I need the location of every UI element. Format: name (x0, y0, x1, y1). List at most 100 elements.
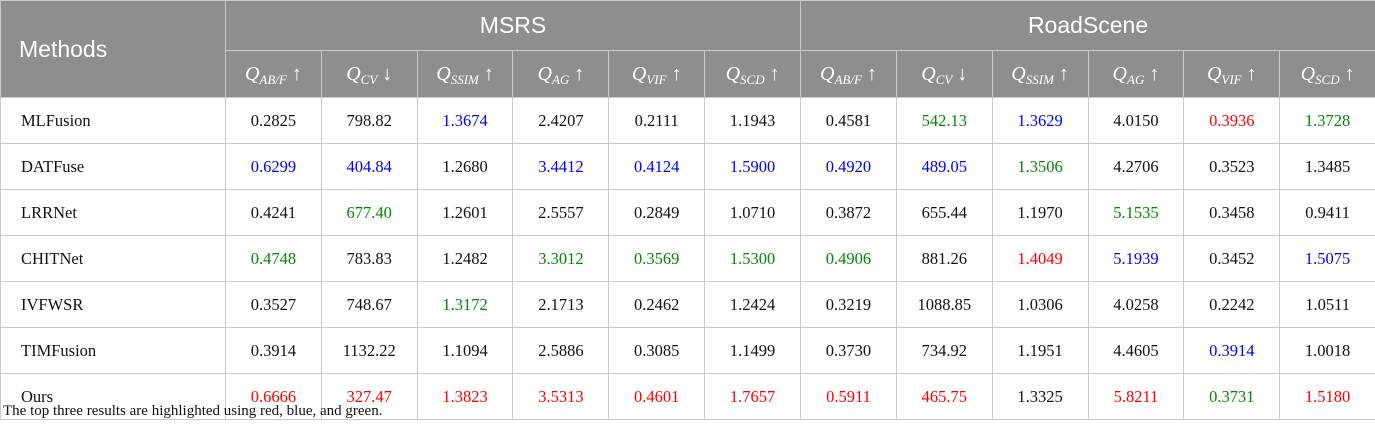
metric-direction-arrow: ↑ (291, 62, 302, 85)
value-cell: 0.6666 (225, 373, 322, 420)
value-text: 1.5180 (1304, 386, 1351, 406)
value-cell: 0.5911 (800, 373, 897, 420)
value-cell: 0.9411 (1279, 189, 1375, 236)
value-cell: 1088.85 (895, 281, 993, 328)
value-cell: 0.3914 (1183, 327, 1281, 374)
value-cell: 0.2849 (608, 189, 706, 236)
metric-direction-arrow: ↑ (769, 62, 780, 85)
value-cell: 1.3325 (991, 373, 1089, 420)
value-cell: 0.4601 (608, 373, 706, 420)
value-cell: 798.82 (320, 97, 418, 144)
group-header-msrs: MSRS (224, 0, 802, 51)
value-text: 0.3458 (1209, 202, 1255, 222)
value-cell: 1.2424 (704, 281, 802, 328)
method-name-cell: TIMFusion (0, 327, 226, 374)
value-text: 1.4049 (1017, 248, 1063, 268)
metric-direction-arrow: ↓ (382, 62, 393, 85)
value-cell: 0.4906 (800, 235, 897, 282)
value-cell: 404.84 (320, 143, 418, 190)
value-cell: 0.4920 (800, 143, 897, 190)
metric-symbol: Q (725, 62, 741, 85)
value-cell: 0.4241 (225, 189, 322, 236)
method-name-cell: IVFWSR (0, 281, 226, 328)
value-cell: 2.5557 (512, 189, 610, 236)
value-cell: 0.3458 (1183, 189, 1281, 236)
value-cell: 1.3728 (1279, 97, 1375, 144)
value-text: 0.3731 (1209, 386, 1255, 406)
value-cell: 1132.22 (320, 327, 418, 374)
metric-header: QAG ↑ (512, 50, 610, 98)
value-cell: 4.4605 (1087, 327, 1185, 374)
value-cell: 1.1970 (991, 189, 1089, 236)
value-text: 1.3485 (1304, 156, 1351, 176)
value-text: 5.1535 (1113, 202, 1159, 222)
value-text: 0.4581 (825, 110, 872, 130)
value-text: 1.2424 (729, 294, 776, 314)
metric-subscript: AB/F (834, 71, 862, 87)
value-cell: 1.5900 (704, 143, 802, 190)
value-cell: 734.92 (895, 327, 993, 374)
value-text: 489.05 (921, 156, 967, 176)
metric-header: QSCD ↑ (704, 50, 802, 98)
value-text: 0.3569 (634, 248, 680, 268)
value-text: 798.82 (346, 110, 392, 130)
value-text: 1.3506 (1017, 156, 1063, 176)
value-text: 2.5557 (538, 202, 584, 222)
value-text: 0.2825 (250, 110, 297, 130)
metric-symbol: Q (820, 62, 835, 85)
value-cell: 0.2242 (1183, 281, 1281, 328)
value-text: 0.4601 (634, 386, 680, 406)
value-cell: 1.3823 (416, 373, 514, 420)
method-name-cell: DATFuse (0, 143, 226, 190)
value-cell: 1.1951 (991, 327, 1089, 374)
value-cell: 1.3172 (416, 281, 514, 328)
value-text: 327.47 (346, 386, 392, 406)
value-cell: 542.13 (895, 97, 993, 144)
value-text: 5.1939 (1113, 248, 1159, 268)
metric-direction-arrow: ↑ (1149, 62, 1160, 85)
value-text: 1088.85 (917, 294, 972, 314)
table-footnote: The top three results are highlighted us… (3, 403, 383, 419)
value-text: 0.3730 (825, 340, 872, 360)
table-row: IVFWSR 0.3527 748.67 1.3172 2.1713 0.2462 1.24… (0, 281, 1375, 328)
value-text: 0.3872 (825, 202, 872, 222)
value-cell: 327.47 (320, 373, 418, 420)
table-row: LRRNet 0.4241 677.40 1.2601 2.5557 0.2849 1.07… (0, 189, 1375, 236)
value-cell: 1.2482 (416, 235, 514, 282)
table-body: MLFusion 0.2825 798.82 1.3674 2.4207 0.2111 1.… (0, 97, 1375, 420)
value-cell: 0.3731 (1183, 373, 1281, 420)
value-cell: 1.1943 (704, 97, 802, 144)
value-text: 542.13 (921, 110, 967, 130)
metric-header: QVIF ↑ (1183, 50, 1281, 98)
value-cell: 4.0258 (1087, 281, 1185, 328)
value-cell: 1.7657 (704, 373, 802, 420)
value-cell: 1.5180 (1279, 373, 1375, 420)
value-cell: 1.5300 (704, 235, 802, 282)
value-cell: 0.3523 (1183, 143, 1281, 190)
metric-subscript: CV (935, 71, 953, 87)
metric-symbol: Q (436, 62, 451, 85)
value-cell: 1.0018 (1279, 327, 1375, 374)
metric-subscript: VIF (1221, 71, 1242, 87)
value-text: 0.2849 (634, 202, 680, 222)
metric-direction-arrow: ↑ (1344, 62, 1355, 85)
value-text: 3.4412 (538, 156, 584, 176)
method-name-cell: CHITNet (0, 235, 226, 282)
value-cell: 1.1094 (416, 327, 514, 374)
metric-subscript: SCD (1315, 71, 1340, 87)
value-cell: 3.5313 (512, 373, 610, 420)
value-cell: 1.3485 (1279, 143, 1375, 190)
value-text: 2.5886 (538, 340, 584, 360)
value-text: 0.3914 (1209, 340, 1255, 360)
value-text: 1.0511 (1305, 294, 1350, 314)
value-text: 0.3219 (825, 294, 872, 314)
value-cell: 748.67 (320, 281, 418, 328)
metric-symbol: Q (346, 62, 361, 85)
value-text: 404.84 (346, 156, 392, 176)
table-row: TIMFusion 0.3914 1132.22 1.1094 2.5886 0.3085… (0, 327, 1375, 374)
value-text: 655.44 (921, 202, 967, 222)
value-cell: 0.2462 (608, 281, 706, 328)
metric-direction-arrow: ↑ (866, 62, 877, 85)
value-text: 1.3172 (442, 294, 488, 314)
